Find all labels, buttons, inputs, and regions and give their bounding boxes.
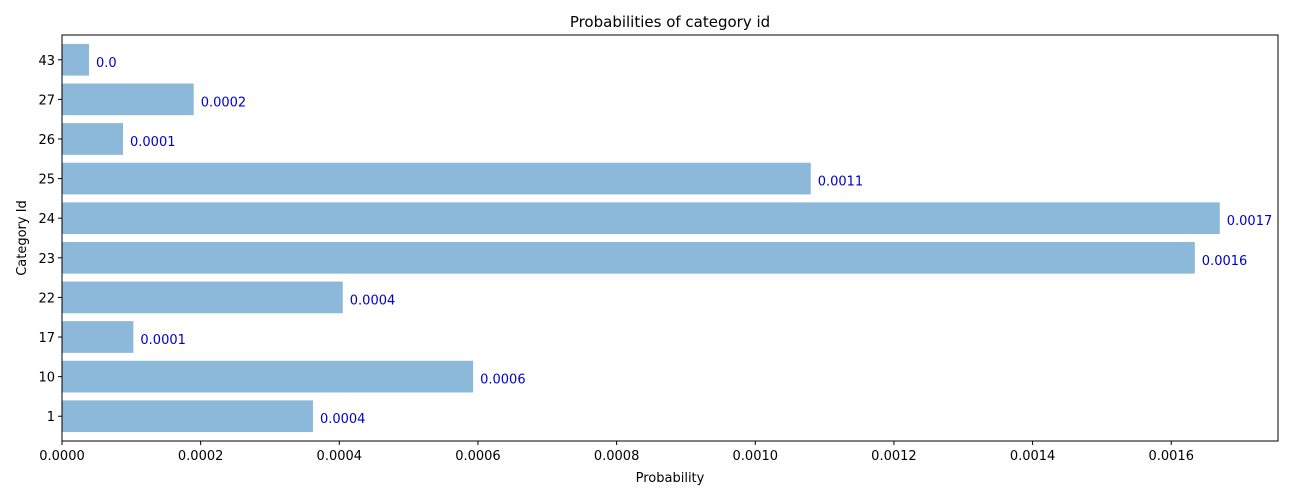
x-axis: 0.0000 0.0002 0.0004 0.0006 0.0008 0.0010 0.00… [39,441,1194,464]
y-tick-label-17: 17 [38,331,55,346]
y-tick-label-23: 23 [38,252,55,267]
value-label-22: 0.0004 [350,293,396,308]
x-tick-label-5: 0.0010 [733,449,779,464]
value-label-43: 0.0 [96,56,117,71]
y-axis: 1 10 17 22 23 24 25 26 27 43 [38,54,62,425]
bar-17 [62,321,134,353]
bar-24 [62,202,1220,235]
bar-43 [62,43,90,76]
x-tick-label-4: 0.0008 [594,449,640,464]
x-axis-label: Probability [636,471,705,486]
value-label-1: 0.0004 [320,412,366,427]
x-tick-label-8: 0.0016 [1148,449,1194,464]
y-tick-label-1: 1 [47,410,55,425]
x-tick-label-3: 0.0006 [455,449,501,464]
x-tick-label-0: 0.0000 [39,449,85,464]
value-label-27: 0.0002 [201,95,247,110]
bar-25 [62,162,811,195]
bar-10 [62,360,474,393]
bar-1 [62,400,313,433]
y-tick-label-43: 43 [38,54,55,69]
value-label-25: 0.0011 [818,175,864,190]
value-label-10: 0.0006 [480,373,526,388]
chart-title: Probabilities of category id [570,13,770,31]
y-tick-label-10: 10 [38,371,55,386]
y-axis-label: Category Id [15,200,30,276]
value-label-23: 0.0016 [1202,254,1248,269]
bar-27 [62,83,194,116]
plot-frame [61,34,1279,442]
y-tick-label-22: 22 [38,291,55,306]
x-tick-label-2: 0.0004 [317,449,363,464]
x-tick-label-7: 0.0014 [1010,449,1056,464]
value-label-26: 0.0001 [130,135,176,150]
y-tick-label-24: 24 [38,212,55,227]
bar-22 [62,281,343,314]
bar-23 [62,241,1195,274]
value-label-17: 0.0001 [140,333,186,348]
value-labels-group: 0.00040.00060.00010.00040.00160.00170.00… [96,56,1272,427]
x-tick-label-6: 0.0012 [871,449,917,464]
value-label-24: 0.0017 [1227,214,1273,229]
bars-group [62,43,1220,433]
bar-26 [62,123,124,155]
x-tick-label-1: 0.0002 [178,449,224,464]
y-tick-label-27: 27 [38,93,55,108]
y-tick-label-25: 25 [38,173,55,188]
y-tick-label-26: 26 [38,133,55,148]
